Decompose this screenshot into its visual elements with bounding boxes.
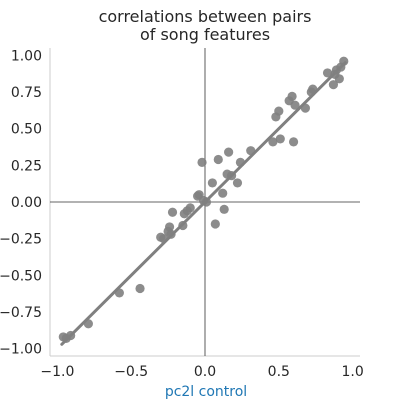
x-tick-label: −1.0	[40, 364, 74, 380]
x-tick-label: −0.5	[114, 364, 148, 380]
y-tick-label: −0.25	[0, 232, 42, 248]
data-point	[197, 157, 207, 167]
y-tick-label: 0.75	[11, 85, 42, 101]
x-axis-label: pc2l control	[165, 384, 247, 400]
data-point	[219, 204, 229, 214]
chart-title-line-2: of song features	[140, 25, 270, 44]
data-point	[268, 137, 278, 147]
data-point	[322, 68, 333, 78]
y-tick-label: 1.00	[11, 48, 42, 64]
data-point	[288, 137, 299, 147]
data-point	[185, 203, 195, 213]
regression-line	[60, 61, 347, 346]
y-tick-label: 0.50	[11, 122, 42, 138]
y-tick-label: −0.50	[0, 268, 42, 284]
data-point	[210, 219, 220, 229]
data-point	[224, 147, 234, 157]
data-point	[213, 154, 223, 165]
y-tick-label: 0.25	[11, 158, 42, 174]
data-point	[135, 283, 145, 294]
y-tick-label: −1.00	[0, 342, 42, 358]
data-point	[275, 134, 285, 144]
data-point	[287, 91, 297, 101]
x-tick-labels: −1.0 −0.5 0.0 0.5 1.0	[40, 364, 363, 380]
y-tick-label: −0.75	[0, 305, 42, 321]
data-point	[218, 188, 228, 198]
regression-line-group	[60, 61, 347, 346]
data-point	[290, 100, 300, 110]
x-tick-label: 1.0	[341, 364, 363, 380]
chart-title: correlations between pairs of song featu…	[99, 7, 312, 44]
data-point	[274, 106, 284, 116]
data-points	[58, 56, 349, 343]
data-point	[164, 222, 175, 232]
data-point	[207, 178, 217, 188]
data-point	[334, 74, 344, 84]
data-point	[328, 80, 339, 90]
y-tick-label: 0.00	[11, 195, 42, 211]
x-tick-label: 0.0	[194, 364, 216, 380]
data-point	[232, 178, 243, 188]
x-tick-label: 0.5	[268, 364, 290, 380]
chart-title-line-1: correlations between pairs	[99, 7, 312, 26]
data-point	[167, 207, 178, 217]
y-tick-labels: 1.00 0.75 0.50 0.25 0.00 −0.25 −0.50 −0.75 −1.00	[0, 48, 42, 357]
